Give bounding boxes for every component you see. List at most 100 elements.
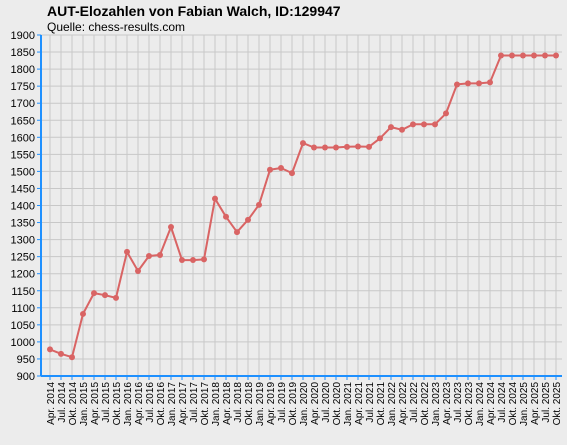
x-tick-label: Okt. 2015 bbox=[112, 382, 123, 426]
x-tick-label: Apr. 2021 bbox=[354, 382, 365, 425]
x-tick-label: Jan. 2015 bbox=[79, 382, 90, 426]
data-point bbox=[256, 201, 262, 208]
x-tick-label: Apr. 2018 bbox=[222, 382, 233, 425]
x-tick-label: Jan. 2016 bbox=[123, 382, 134, 426]
data-point bbox=[69, 354, 75, 361]
data-point bbox=[47, 346, 53, 353]
data-point bbox=[421, 121, 427, 128]
data-point bbox=[201, 256, 207, 263]
y-tick-label: 1200 bbox=[11, 269, 35, 281]
data-point bbox=[190, 257, 196, 264]
y-tick-label: 950 bbox=[17, 354, 35, 366]
x-tick-label: Jul. 2014 bbox=[57, 382, 68, 423]
x-tick-label: Apr. 2016 bbox=[134, 382, 145, 425]
data-point bbox=[267, 166, 273, 173]
x-tick-label: Jan. 2021 bbox=[343, 382, 354, 426]
data-point bbox=[157, 251, 163, 258]
x-tick-label: Jul. 2016 bbox=[145, 382, 156, 423]
data-point bbox=[58, 350, 64, 357]
x-tick-label: Jul. 2020 bbox=[321, 382, 332, 423]
x-tick-label: Jan. 2017 bbox=[167, 382, 178, 426]
data-point bbox=[113, 294, 119, 301]
x-tick-label: Apr. 2014 bbox=[46, 382, 57, 425]
data-point bbox=[333, 144, 339, 151]
data-point bbox=[124, 248, 130, 255]
x-tick-label: Okt. 2019 bbox=[288, 382, 299, 426]
data-point bbox=[465, 80, 471, 87]
data-point bbox=[377, 135, 383, 142]
data-point bbox=[311, 144, 317, 151]
chart-title: AUT-Elozahlen von Fabian Walch, ID:12994… bbox=[47, 3, 341, 19]
x-tick-label: Okt. 2017 bbox=[200, 382, 211, 426]
x-tick-label: Okt. 2021 bbox=[376, 382, 387, 426]
chart-subtitle: Quelle: chess-results.com bbox=[47, 20, 186, 34]
x-tick-label: Apr. 2024 bbox=[486, 382, 497, 425]
data-point bbox=[146, 252, 152, 259]
x-tick-label: Jul. 2019 bbox=[277, 382, 288, 423]
y-tick-label: 1350 bbox=[11, 218, 35, 230]
y-tick-label: 1250 bbox=[11, 252, 35, 264]
x-tick-label: Okt. 2023 bbox=[464, 382, 475, 426]
y-tick-label: 1650 bbox=[11, 115, 35, 127]
x-tick-label: Apr. 2025 bbox=[530, 382, 541, 425]
y-tick-label: 1500 bbox=[11, 166, 35, 178]
y-tick-label: 1550 bbox=[11, 149, 35, 161]
y-tick-label: 1800 bbox=[11, 64, 35, 76]
data-point bbox=[168, 223, 174, 230]
y-tick-label: 1700 bbox=[11, 98, 35, 110]
x-tick-label: Okt. 2022 bbox=[420, 382, 431, 426]
y-tick-label: 1900 bbox=[11, 30, 35, 42]
y-tick-label: 900 bbox=[17, 371, 35, 383]
data-point bbox=[102, 292, 108, 299]
x-tick-label: Jan. 2019 bbox=[255, 382, 266, 426]
x-tick-label: Jan. 2024 bbox=[475, 382, 486, 426]
x-tick-label: Apr. 2015 bbox=[90, 382, 101, 425]
x-tick-label: Jul. 2023 bbox=[453, 382, 464, 423]
data-point bbox=[520, 52, 526, 59]
data-point bbox=[366, 143, 372, 150]
y-tick-label: 1000 bbox=[11, 337, 35, 349]
data-point bbox=[388, 124, 394, 131]
x-tick-label: Jul. 2018 bbox=[233, 382, 244, 423]
y-tick-label: 1750 bbox=[11, 81, 35, 93]
x-tick-label: Okt. 2020 bbox=[332, 382, 343, 426]
x-tick-label: Jul. 2017 bbox=[189, 382, 200, 423]
x-tick-label: Apr. 2022 bbox=[398, 382, 409, 425]
y-tick-label: 1150 bbox=[11, 286, 35, 298]
x-tick-label: Jan. 2023 bbox=[431, 382, 442, 426]
x-tick-label: Okt. 2024 bbox=[508, 382, 519, 426]
y-tick-label: 1300 bbox=[11, 235, 35, 247]
x-tick-label: Okt. 2018 bbox=[244, 382, 255, 426]
data-point bbox=[212, 195, 218, 202]
data-point bbox=[498, 52, 504, 59]
x-tick-label: Jan. 2018 bbox=[211, 382, 222, 426]
data-point bbox=[410, 121, 416, 128]
data-point bbox=[443, 110, 449, 117]
data-point bbox=[289, 170, 295, 177]
data-point bbox=[135, 267, 141, 274]
data-point bbox=[91, 290, 97, 297]
data-point bbox=[509, 52, 515, 59]
y-tick-label: 1400 bbox=[11, 201, 35, 213]
data-point bbox=[476, 80, 482, 87]
x-tick-label: Okt. 2025 bbox=[552, 382, 563, 426]
x-tick-label: Jan. 2025 bbox=[519, 382, 530, 426]
x-tick-label: Apr. 2017 bbox=[178, 382, 189, 425]
data-point bbox=[322, 144, 328, 151]
data-point bbox=[553, 52, 559, 59]
y-tick-label: 1450 bbox=[11, 183, 35, 195]
x-tick-label: Jan. 2020 bbox=[299, 382, 310, 426]
x-tick-label: Jul. 2021 bbox=[365, 382, 376, 423]
data-point bbox=[179, 257, 185, 264]
data-point bbox=[454, 81, 460, 88]
y-tick-label: 1850 bbox=[11, 47, 35, 59]
x-tick-label: Jul. 2025 bbox=[541, 382, 552, 423]
data-point bbox=[245, 216, 251, 223]
data-point bbox=[223, 213, 229, 220]
y-tick-label: 1600 bbox=[11, 132, 35, 144]
data-point bbox=[542, 52, 548, 59]
data-point bbox=[355, 143, 361, 150]
data-point bbox=[300, 140, 306, 147]
